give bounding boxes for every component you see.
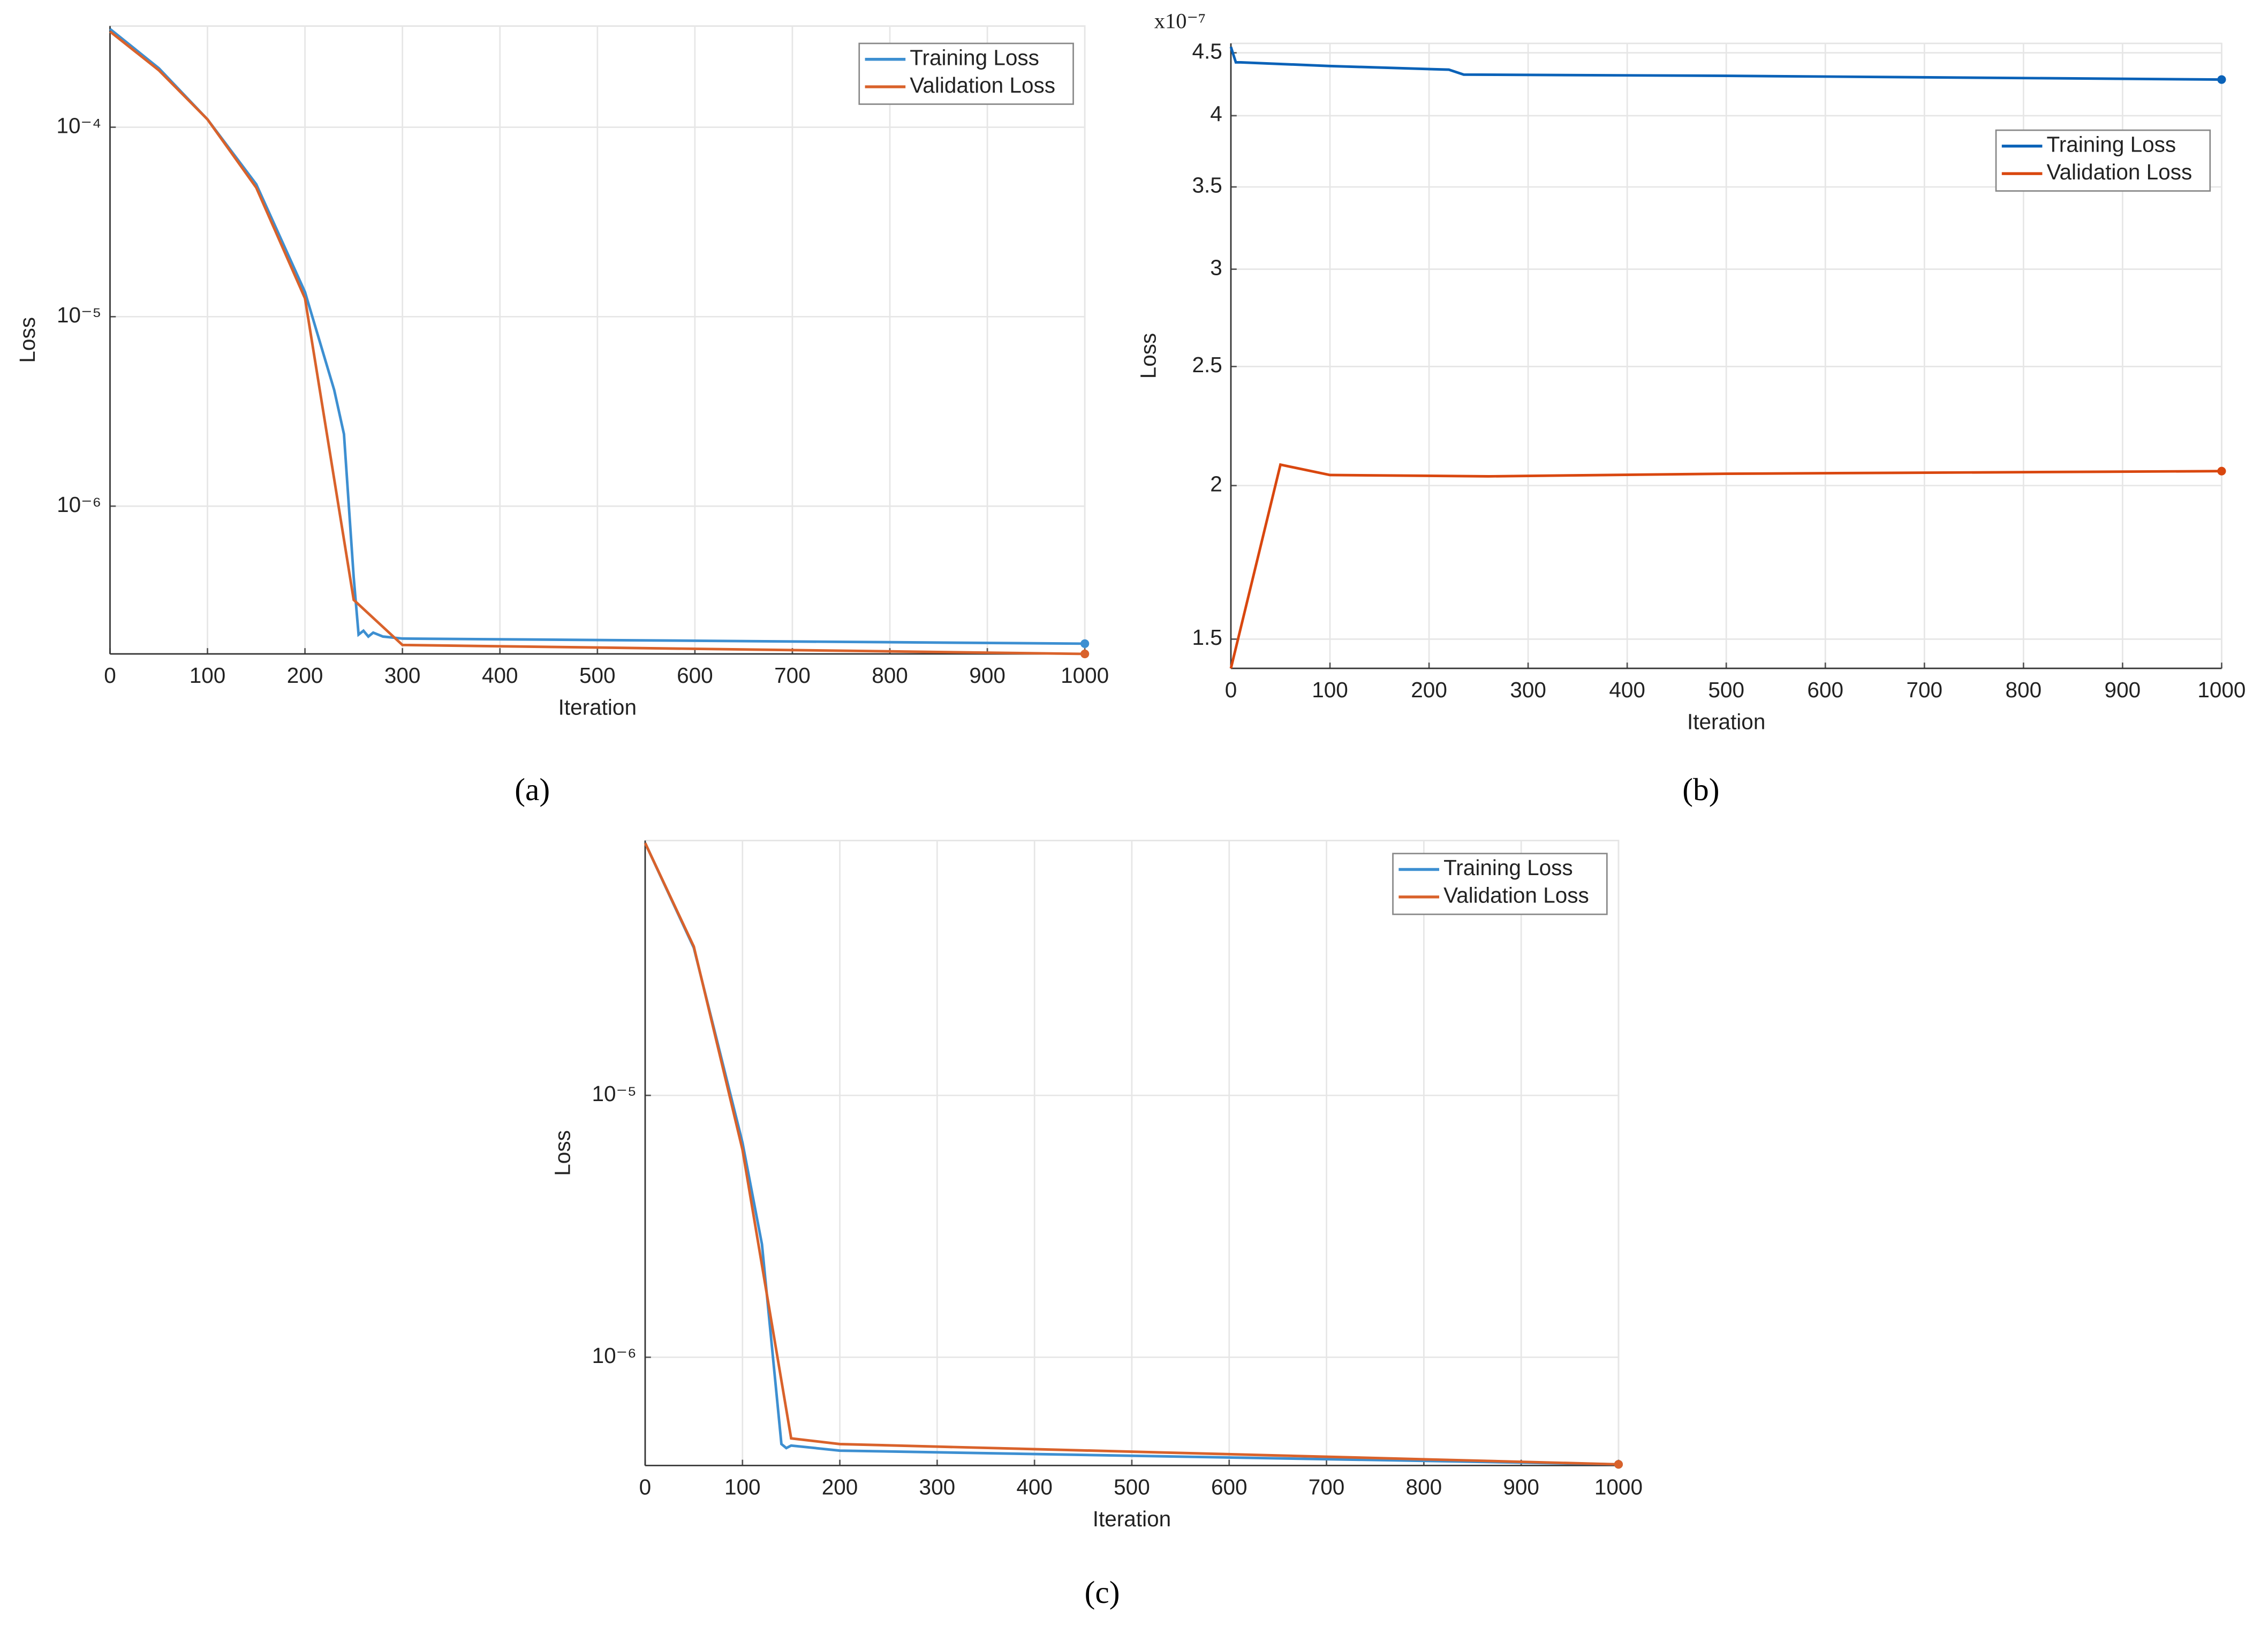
legend-label: Training Loss <box>2047 132 2176 157</box>
legend-box <box>858 42 1074 105</box>
y-tick-label: 10⁻⁶ <box>57 492 101 517</box>
series-line <box>1229 463 2222 669</box>
x-tick-label: 400 <box>1609 677 1645 702</box>
y-tick-label: 1.5 <box>1192 625 1222 650</box>
y-axis-label: Loss <box>1136 333 1160 379</box>
x-tick-label: 1000 <box>2197 677 2246 702</box>
x-tick-label: 0 <box>639 1474 652 1499</box>
x-axis-label: Iteration <box>1687 709 1765 734</box>
x-tick-label: 0 <box>104 663 116 688</box>
y-tick-label: 4.5 <box>1192 39 1222 63</box>
x-tick-label: 300 <box>384 663 421 688</box>
x-tick-label: 400 <box>1016 1474 1053 1499</box>
x-tick-label: 700 <box>774 663 811 688</box>
series-line <box>644 842 1619 1466</box>
y-tick-label: 3 <box>1210 255 1222 280</box>
caption: (c) <box>1085 1575 1120 1610</box>
caption: (b) <box>1682 772 1719 807</box>
legend-label: Validation Loss <box>910 73 1055 97</box>
x-tick-label: 800 <box>1406 1474 1442 1499</box>
x-tick-label: 500 <box>579 663 616 688</box>
x-tick-label: 700 <box>1906 677 1942 702</box>
end-marker <box>2217 466 2226 476</box>
series-line <box>109 30 1085 656</box>
end-marker <box>1080 639 1090 648</box>
x-tick-label: 700 <box>1309 1474 1345 1499</box>
x-tick-label: 500 <box>1708 677 1744 702</box>
x-tick-label: 300 <box>919 1474 956 1499</box>
end-marker <box>1080 649 1090 659</box>
x-tick-label: 200 <box>287 663 323 688</box>
end-marker <box>2217 75 2226 84</box>
x-tick-label: 600 <box>1807 677 1843 702</box>
y-tick-label: 10⁻⁵ <box>592 1081 637 1106</box>
x-tick-label: 100 <box>724 1474 761 1499</box>
x-tick-label: 200 <box>822 1474 858 1499</box>
x-tick-label: 900 <box>1503 1474 1539 1499</box>
y-tick-label: 10⁻⁴ <box>56 113 101 138</box>
y-tick-label: 2.5 <box>1192 352 1222 377</box>
x-tick-label: 100 <box>190 663 226 688</box>
x-tick-label: 600 <box>1211 1474 1248 1499</box>
legend-label: Training Loss <box>1443 855 1573 880</box>
x-tick-label: 800 <box>872 663 908 688</box>
x-axis-label: Iteration <box>1093 1507 1171 1531</box>
x-tick-label: 800 <box>2006 677 2042 702</box>
x-tick-label: 100 <box>1312 677 1348 702</box>
x-tick-label: 0 <box>1225 677 1237 702</box>
y-tick-label: 10⁻⁵ <box>57 303 101 327</box>
caption: (a) <box>515 772 550 807</box>
legend-box <box>1392 853 1608 915</box>
y-tick-label: 10⁻⁶ <box>592 1343 637 1368</box>
y-axis-label: Loss <box>15 317 40 363</box>
legend-label: Training Loss <box>910 45 1039 70</box>
y-tick-label: 2 <box>1210 471 1222 496</box>
x-tick-label: 900 <box>969 663 1006 688</box>
x-tick-label: 400 <box>482 663 518 688</box>
y-tick-label: 4 <box>1210 102 1222 126</box>
x-tick-label: 600 <box>677 663 713 688</box>
y-multiplier: x10⁻⁷ <box>1154 9 1206 33</box>
x-axis-label: Iteration <box>558 695 637 719</box>
y-tick-label: 3.5 <box>1192 173 1222 198</box>
series-line <box>1229 46 2222 81</box>
end-marker <box>1614 1460 1623 1469</box>
x-tick-label: 200 <box>1411 677 1447 702</box>
legend-label: Validation Loss <box>2047 160 2193 184</box>
x-tick-label: 300 <box>1510 677 1546 702</box>
legend-box <box>1995 129 2211 192</box>
x-tick-label: 1000 <box>1594 1474 1643 1499</box>
x-tick-label: 900 <box>2105 677 2141 702</box>
x-tick-label: 500 <box>1114 1474 1150 1499</box>
legend-label: Validation Loss <box>1443 883 1589 908</box>
x-tick-label: 1000 <box>1061 663 1109 688</box>
y-axis-label: Loss <box>550 1130 574 1176</box>
